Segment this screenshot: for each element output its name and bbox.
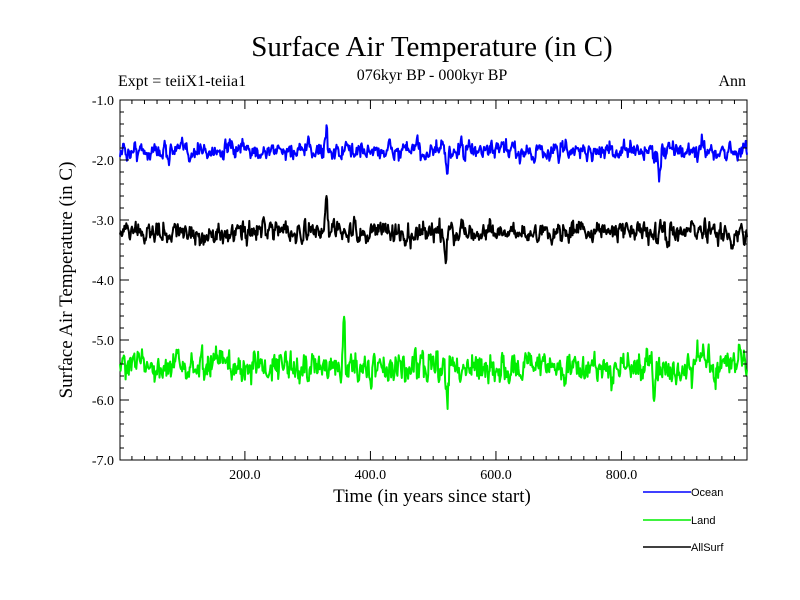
chart-title: Surface Air Temperature (in C) xyxy=(251,31,612,63)
y-axis-label: Surface Air Temperature (in C) xyxy=(56,162,77,399)
series-lines xyxy=(119,124,748,410)
series-line-ocean xyxy=(119,124,748,183)
y-tick-label: -3.0 xyxy=(92,214,114,229)
y-tick-label: -5.0 xyxy=(92,334,114,349)
legend: Ocean Land AllSurf xyxy=(643,487,724,554)
series-line-land xyxy=(119,315,748,410)
x-axis-label: Time (in years since start) xyxy=(333,486,531,507)
x-tick-label: 800.0 xyxy=(606,468,638,483)
x-tick-label: 400.0 xyxy=(355,468,387,483)
chart-subtitle: 076kyr BP - 000kyr BP xyxy=(357,67,508,84)
period-label: Ann xyxy=(718,73,746,90)
expt-label: Expt = teiiX1-teiia1 xyxy=(118,73,246,90)
y-tick-label: -2.0 xyxy=(92,154,114,169)
x-tick-label: 200.0 xyxy=(229,468,261,483)
x-tick-label: 600.0 xyxy=(480,468,512,483)
legend-label: Land xyxy=(691,515,715,527)
y-tick-label: -6.0 xyxy=(92,394,114,409)
axis-ticks: 200.0 400.0 600.0 800.0 -1.0 -2.0 -3.0 -4.0 -5.0… xyxy=(92,94,747,483)
y-tick-label: -7.0 xyxy=(92,454,114,469)
series-line-allsurf xyxy=(119,195,748,265)
y-tick-label: -4.0 xyxy=(92,274,114,289)
y-tick-label: -1.0 xyxy=(92,94,114,109)
legend-label: Ocean xyxy=(691,487,723,499)
legend-label: AllSurf xyxy=(691,542,724,554)
